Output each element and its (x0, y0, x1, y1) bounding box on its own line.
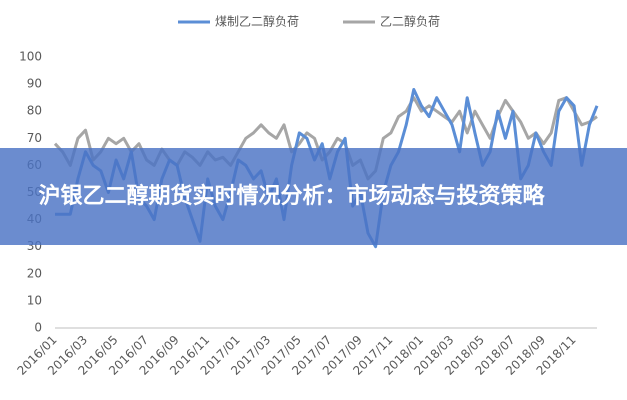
y-tick-label: 80 (27, 104, 42, 118)
legend-label: 煤制乙二醇负荷 (215, 14, 299, 29)
y-tick-label: 70 (27, 131, 42, 145)
y-tick-label: 10 (27, 293, 42, 307)
y-tick-label: 100 (19, 50, 42, 64)
y-tick-label: 20 (27, 266, 42, 280)
legend-label: 乙二醇负荷 (380, 14, 440, 29)
y-tick-label: 0 (34, 321, 42, 335)
banner: 沪银乙二醇期货实时情况分析：市场动态与投资策略 (0, 148, 627, 245)
banner-title: 沪银乙二醇期货实时情况分析：市场动态与投资策略 (38, 183, 545, 209)
y-tick-label: 90 (27, 77, 42, 91)
